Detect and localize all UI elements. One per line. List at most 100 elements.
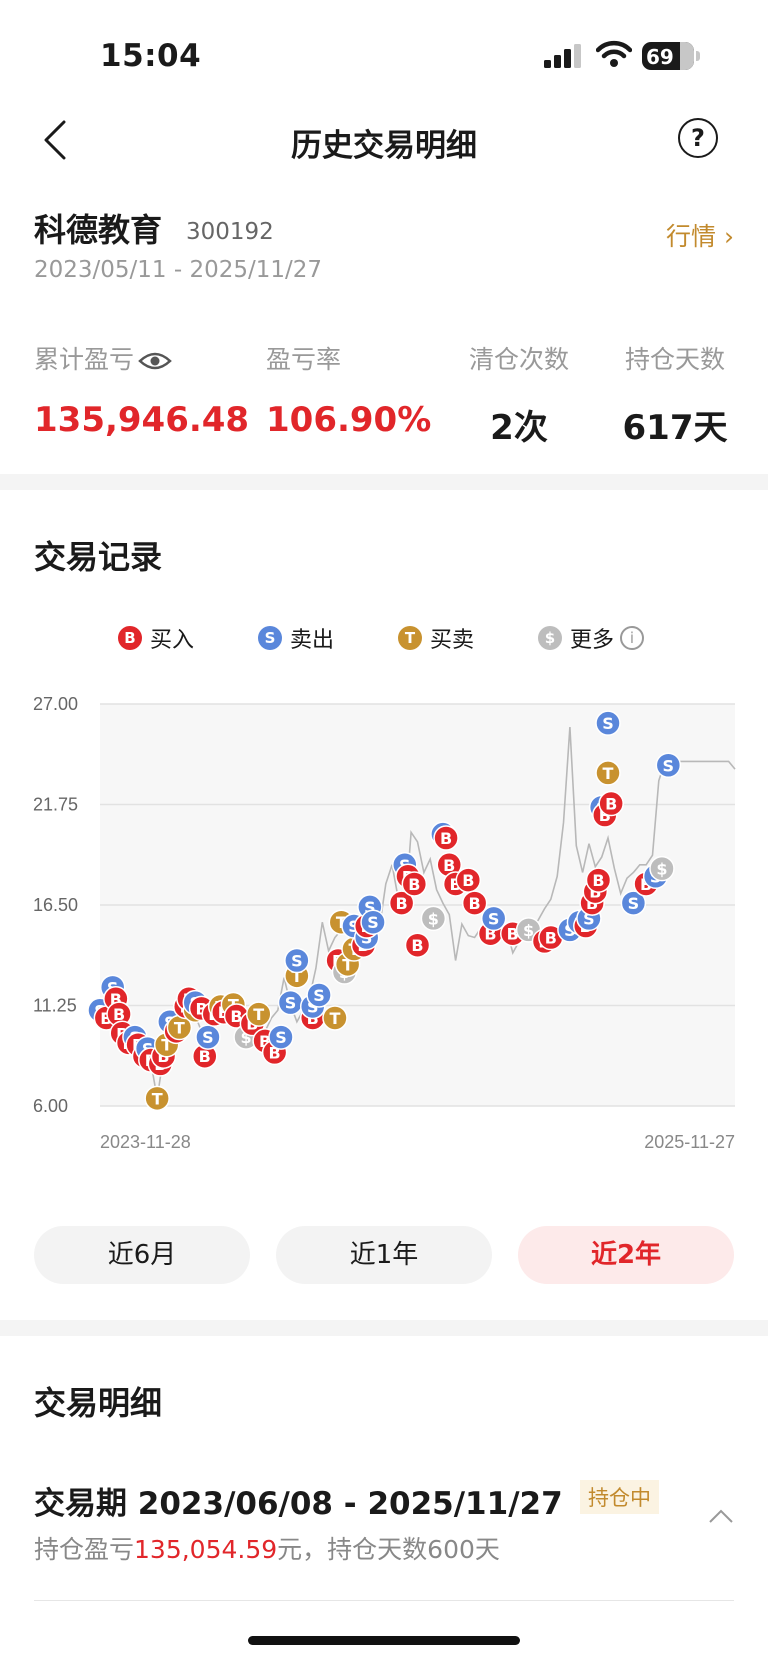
more-marker-icon: $ bbox=[538, 626, 562, 650]
clear-value: 2次 bbox=[490, 408, 548, 448]
svg-text:B: B bbox=[396, 894, 408, 913]
days-value: 617天 bbox=[622, 408, 728, 448]
status-time: 15:04 bbox=[100, 38, 202, 74]
svg-text:T: T bbox=[291, 967, 302, 986]
svg-text:T: T bbox=[603, 764, 614, 783]
trade-marker[interactable]: T bbox=[144, 1085, 170, 1112]
buy-marker[interactable]: B bbox=[461, 890, 488, 916]
y-tick-label: 6.00 bbox=[33, 1096, 68, 1116]
svg-text:T: T bbox=[342, 955, 353, 974]
svg-text:S: S bbox=[313, 986, 325, 1005]
date-range: 2023/05/11 - 2025/11/27 bbox=[34, 257, 323, 283]
svg-text:S: S bbox=[602, 714, 614, 733]
legend-buy: B 买入 bbox=[118, 622, 194, 654]
trade-marker-icon: T bbox=[398, 626, 422, 650]
sell-marker[interactable]: S bbox=[620, 890, 647, 916]
buy-marker[interactable]: B bbox=[598, 790, 624, 817]
sell-marker[interactable]: S bbox=[195, 1024, 221, 1050]
help-icon[interactable]: ? bbox=[678, 118, 718, 158]
section-separator bbox=[0, 474, 768, 490]
svg-text:S: S bbox=[291, 952, 303, 971]
svg-text:B: B bbox=[230, 1007, 242, 1026]
info-icon[interactable]: i bbox=[620, 626, 645, 650]
sell-marker[interactable]: S bbox=[360, 909, 386, 935]
sell-marker[interactable]: S bbox=[655, 752, 682, 779]
svg-text:B: B bbox=[507, 925, 519, 944]
trade-period: 交易期 2023/06/08 - 2025/11/27 bbox=[34, 1486, 563, 1522]
buy-marker[interactable]: B bbox=[433, 825, 459, 851]
sell-marker[interactable]: S bbox=[284, 947, 310, 974]
legend-sell-label: 卖出 bbox=[290, 628, 335, 653]
buy-marker[interactable]: B bbox=[401, 871, 428, 897]
stock-code: 300192 bbox=[186, 219, 274, 245]
svg-text:B: B bbox=[469, 894, 481, 913]
page-title: 历史交易明细 bbox=[291, 128, 477, 164]
status-bar: 15:04 69 bbox=[0, 0, 768, 104]
svg-text:S: S bbox=[364, 898, 376, 917]
quote-link[interactable]: 行情 › bbox=[666, 222, 734, 251]
details-title: 交易明细 bbox=[34, 1384, 163, 1422]
svg-text:B: B bbox=[443, 856, 455, 875]
trade-marker[interactable]: T bbox=[246, 1001, 272, 1027]
legend-trade: T 买卖 bbox=[398, 622, 474, 654]
svg-text:T: T bbox=[253, 1005, 264, 1024]
legend-more-label: 更多 bbox=[570, 628, 615, 653]
sell-marker[interactable]: S bbox=[595, 710, 621, 736]
buy-marker[interactable]: B bbox=[388, 890, 415, 916]
x-end-label: 2025-11-27 bbox=[644, 1132, 735, 1152]
period-1y-button[interactable]: 近1年 bbox=[276, 1226, 492, 1284]
svg-text:$: $ bbox=[428, 909, 439, 928]
buy-marker-icon: B bbox=[118, 626, 142, 650]
svg-text:B: B bbox=[113, 1005, 125, 1024]
svg-text:B: B bbox=[408, 875, 420, 894]
svg-text:T: T bbox=[152, 1089, 163, 1108]
svg-text:$: $ bbox=[656, 860, 667, 879]
svg-text:S: S bbox=[202, 1028, 214, 1047]
wifi-icon bbox=[596, 40, 632, 67]
svg-text:T: T bbox=[329, 1009, 340, 1028]
svg-text:S: S bbox=[628, 894, 640, 913]
more-marker[interactable]: $ bbox=[420, 905, 447, 932]
pnl-value: 135,946.48 bbox=[34, 400, 250, 440]
pnl-label: 累计盈亏 bbox=[34, 345, 135, 374]
buy-marker[interactable]: B bbox=[404, 932, 431, 958]
back-arrow-icon[interactable] bbox=[40, 118, 72, 162]
chevron-up-icon[interactable] bbox=[708, 1508, 734, 1524]
svg-text:B: B bbox=[440, 829, 452, 848]
svg-text:B: B bbox=[605, 795, 617, 814]
stat-pnl: 累计盈亏 135,946.48 bbox=[34, 340, 249, 440]
svg-text:B: B bbox=[545, 929, 557, 948]
y-tick-label: 16.50 bbox=[33, 895, 78, 915]
svg-text:S: S bbox=[367, 913, 379, 932]
x-start-label: 2023-11-28 bbox=[100, 1132, 191, 1152]
rate-value: 106.90% bbox=[266, 400, 432, 440]
sell-marker-icon: S bbox=[258, 626, 282, 650]
y-tick-label: 21.75 bbox=[33, 795, 78, 815]
trade-marker[interactable]: T bbox=[322, 1005, 348, 1031]
legend-sell: S 卖出 bbox=[258, 622, 334, 654]
buy-marker[interactable]: B bbox=[436, 852, 462, 878]
sell-marker[interactable]: S bbox=[306, 982, 332, 1008]
nav-bar: 历史交易明细 ? bbox=[0, 104, 768, 182]
holding-badge: 持仓中 bbox=[580, 1480, 659, 1514]
svg-text:S: S bbox=[488, 909, 500, 928]
stat-clear: 清仓次数 2次 bbox=[464, 340, 574, 449]
stats-panel: 累计盈亏 135,946.48 盈亏率 106.90% 清仓次数 2次 持仓天数… bbox=[34, 340, 734, 450]
period-2y-button[interactable]: 近2年 bbox=[518, 1226, 734, 1284]
y-tick-label: 27.00 bbox=[33, 694, 78, 714]
detail-period-row[interactable]: 交易期 2023/06/08 - 2025/11/27 持仓中 bbox=[34, 1478, 734, 1523]
trade-marker[interactable]: T bbox=[595, 760, 621, 786]
svg-text:S: S bbox=[275, 1028, 287, 1047]
sell-marker[interactable]: S bbox=[268, 1024, 294, 1050]
stat-rate: 盈亏率 106.90% bbox=[266, 340, 431, 440]
sell-marker[interactable]: S bbox=[277, 989, 304, 1016]
eye-icon[interactable] bbox=[138, 350, 172, 372]
cellular-signal-icon bbox=[544, 44, 581, 68]
sell-marker[interactable]: S bbox=[480, 905, 507, 932]
buy-marker[interactable]: B bbox=[455, 867, 482, 893]
more-marker[interactable]: $ bbox=[649, 855, 675, 882]
buy-marker[interactable]: B bbox=[538, 924, 564, 951]
buy-marker[interactable]: B bbox=[585, 867, 612, 893]
period-6m-button[interactable]: 近6月 bbox=[34, 1226, 250, 1284]
price-chart[interactable]: 27.00 21.75 16.50 11.25 6.00 2023-11-28 2025-1… bbox=[0, 690, 768, 1180]
